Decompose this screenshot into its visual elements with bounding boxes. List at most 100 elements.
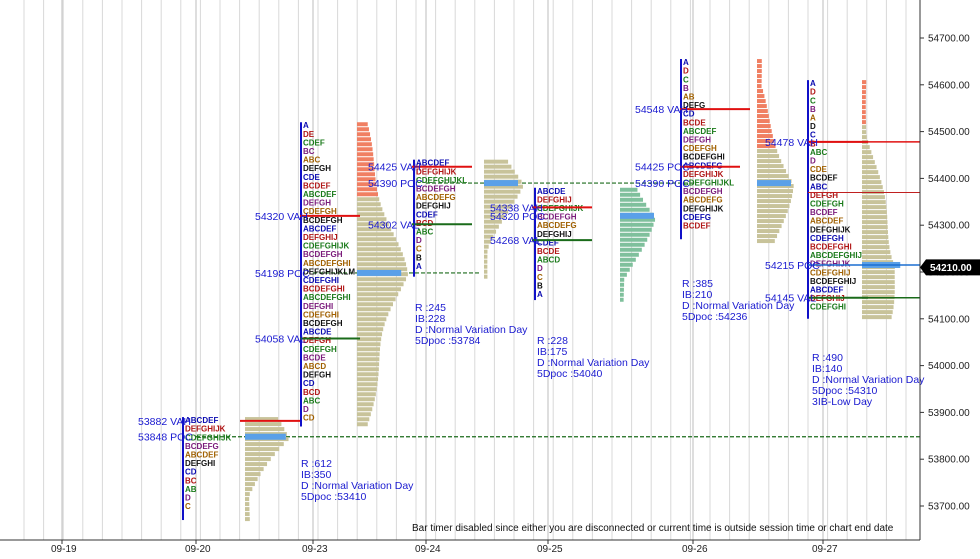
volume-bar xyxy=(357,192,379,197)
volume-bar xyxy=(757,84,762,89)
session-info-line: R :490 xyxy=(812,352,843,364)
tpo-row: B xyxy=(416,253,422,262)
current-price-tag xyxy=(920,259,980,276)
volume-bar xyxy=(357,177,376,182)
current-price-label: 54210.00 xyxy=(930,263,972,274)
volume-bar xyxy=(862,85,867,90)
session-info-line: 3IB-Low Day xyxy=(812,396,873,408)
volume-bar xyxy=(245,452,275,457)
volume-bar xyxy=(357,257,405,262)
session-info-line: R :612 xyxy=(301,458,332,470)
volume-bar xyxy=(357,322,385,327)
volume-bar xyxy=(357,327,384,332)
volume-bar xyxy=(484,234,494,239)
tpo-row: DEFGH xyxy=(303,336,331,345)
volume-bar xyxy=(484,219,502,224)
tpo-row: DEFGHI xyxy=(185,459,215,468)
tpo-row: BCDEFG xyxy=(185,442,219,451)
volume-bar xyxy=(245,442,284,447)
volume-bar xyxy=(757,69,762,74)
volume-bar xyxy=(862,135,867,140)
volume-bar xyxy=(862,220,888,225)
tpo-row: DEFGHIJK xyxy=(185,425,226,434)
poc-label: 53848 POC xyxy=(138,432,193,444)
volume-bar xyxy=(862,115,866,120)
volume-bar xyxy=(245,507,250,512)
tpo-row: C xyxy=(185,502,191,511)
tpo-row: BCDE xyxy=(683,118,706,127)
volume-bar xyxy=(620,227,652,232)
date-axis[interactable]: 09-19 09-20 09-23 09-24 09-25 09-26 09-27 xyxy=(0,539,920,555)
session-info-line: D :Normal Variation Day xyxy=(301,480,414,492)
naked-poc-lines xyxy=(196,182,920,438)
tpo-row: BC xyxy=(185,476,197,485)
price-axis[interactable]: 54700.00 54600.00 54500.00 54400.00 54300.00… xyxy=(919,0,980,540)
volume-bar xyxy=(484,164,512,169)
session-info-line: 5Dpoc :54310 xyxy=(812,385,878,397)
volume-bar xyxy=(757,109,768,114)
poc-bar xyxy=(484,180,518,187)
volume-bar xyxy=(862,165,877,170)
volume-bar xyxy=(245,447,280,452)
volume-bar xyxy=(357,217,387,222)
tpo-row: D xyxy=(303,405,309,414)
vah-label: 54548 VAH xyxy=(635,104,688,116)
volume-bar xyxy=(757,169,787,174)
session-info-line: 5Dpoc :54236 xyxy=(682,311,748,323)
tpo-row: ABC xyxy=(303,396,321,405)
volume-bar xyxy=(357,357,380,362)
tpo-row: DEFG xyxy=(683,101,705,110)
value-area-markers xyxy=(182,59,920,521)
tpo-row: DEFGH xyxy=(810,191,838,200)
volume-bar xyxy=(862,90,866,95)
tpo-row: CDEFGH xyxy=(810,200,844,209)
tpo-row: D xyxy=(416,236,422,245)
tpo-row: CDEFGH xyxy=(303,345,337,354)
volume-bar xyxy=(862,80,867,85)
volume-bar xyxy=(484,239,491,244)
volume-bar xyxy=(620,187,638,192)
tpo-row: CDEFGHIJK xyxy=(303,242,349,251)
volume-bar xyxy=(484,269,488,274)
volume-bar xyxy=(757,134,773,139)
volume-bar xyxy=(757,224,782,229)
volume-bar xyxy=(862,290,895,295)
val-label: 54302 VAL xyxy=(368,219,419,231)
volume-bar xyxy=(484,274,488,279)
tpo-row: DEFGHIJK xyxy=(810,260,851,269)
volume-bar xyxy=(484,264,488,269)
tpo-row: BCDEFGH xyxy=(303,216,343,225)
tpo-row: DEFGHIJ xyxy=(537,195,572,204)
session-info-line: IB:210 xyxy=(682,289,713,301)
volume-bar xyxy=(357,397,375,402)
tpo-row: CDEFGHIJ xyxy=(810,268,850,277)
tpo-row: D xyxy=(683,67,689,76)
volume-bar xyxy=(357,287,401,292)
volume-bar xyxy=(620,197,644,202)
volume-bar xyxy=(862,210,887,215)
volume-bar xyxy=(620,272,627,277)
tpo-row: D xyxy=(810,88,816,97)
price-tick-label: 53900.00 xyxy=(928,408,970,419)
date-tick-label: 09-20 xyxy=(185,544,211,555)
date-tick-label: 09-19 xyxy=(51,544,77,555)
volume-bar xyxy=(620,257,636,262)
volume-bar xyxy=(757,149,778,154)
tpo-row: ABCDE xyxy=(303,328,332,337)
volume-bar xyxy=(357,387,377,392)
volume-bar xyxy=(757,104,767,109)
tpo-row: C xyxy=(683,75,689,84)
tpo-row: ABCDEF xyxy=(303,190,336,199)
poc-label: 54390 POC xyxy=(368,178,423,190)
volume-bar xyxy=(245,512,250,517)
session-info-line: D :Normal Variation Day xyxy=(537,357,650,369)
tpo-row: ABCDEFGHI xyxy=(303,259,351,268)
session-info-line: 5Dpoc :53410 xyxy=(301,491,367,503)
vah-label: 54425 VAH xyxy=(368,162,421,174)
volume-bar xyxy=(357,227,392,232)
volume-bar xyxy=(757,144,776,149)
volume-bar xyxy=(245,497,250,502)
volume-bar xyxy=(757,204,790,209)
tpo-row: ABCDEFGHI xyxy=(303,293,351,302)
